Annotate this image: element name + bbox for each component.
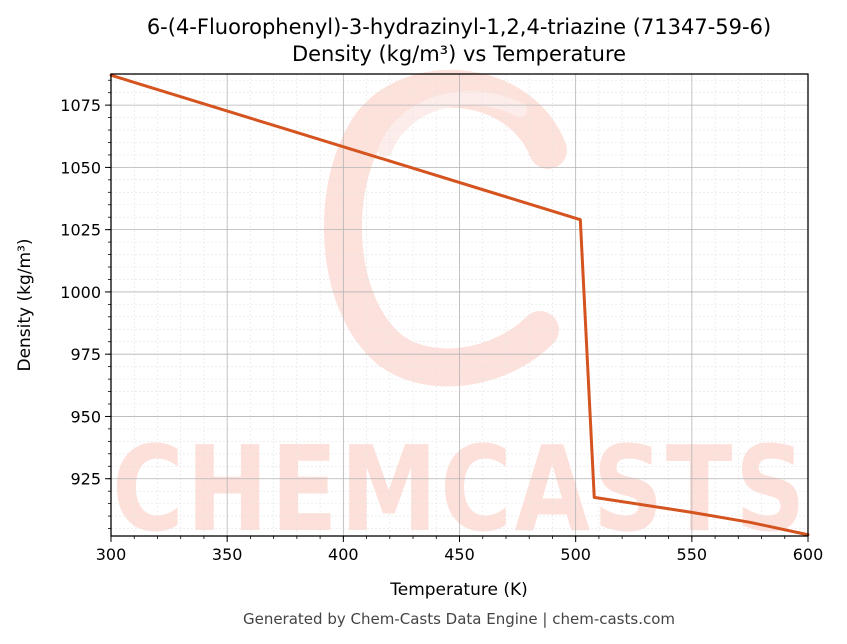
y-tick-label: 1000 (60, 283, 101, 302)
chart-title: 6-(4-Fluorophenyl)-3-hydrazinyl-1,2,4-tr… (147, 15, 771, 39)
density-series-line (109, 73, 810, 537)
y-axis-ticks: 925 950 975 1000 1025 1050 1075 (60, 79, 111, 529)
x-tick-label: 500 (560, 545, 591, 564)
footer-credit: Generated by Chem-Casts Data Engine | ch… (243, 610, 675, 628)
watermark: CHEMCASTS (112, 69, 805, 558)
x-tick-label: 300 (96, 545, 127, 564)
x-tick-label: 450 (444, 545, 475, 564)
y-tick-label: 975 (70, 345, 101, 364)
watermark-swirl-logo (323, 69, 567, 387)
x-tick-label: 550 (677, 545, 708, 564)
y-tick-label: 1025 (60, 221, 101, 240)
y-tick-label: 1075 (60, 96, 101, 115)
x-tick-label: 400 (328, 545, 359, 564)
y-tick-label: 925 (70, 470, 101, 489)
x-axis-label: Temperature (K) (389, 580, 528, 600)
x-tick-label: 350 (212, 545, 243, 564)
y-tick-label: 1050 (60, 158, 101, 177)
chart-subtitle: Density (kg/m³) vs Temperature (292, 42, 626, 66)
x-axis-ticks: 300 350 400 450 500 550 600 (96, 536, 824, 564)
y-tick-label: 950 (70, 407, 101, 426)
series-layer (109, 73, 810, 537)
x-tick-label: 600 (793, 545, 824, 564)
y-axis-label: Density (kg/m³) (15, 238, 35, 371)
